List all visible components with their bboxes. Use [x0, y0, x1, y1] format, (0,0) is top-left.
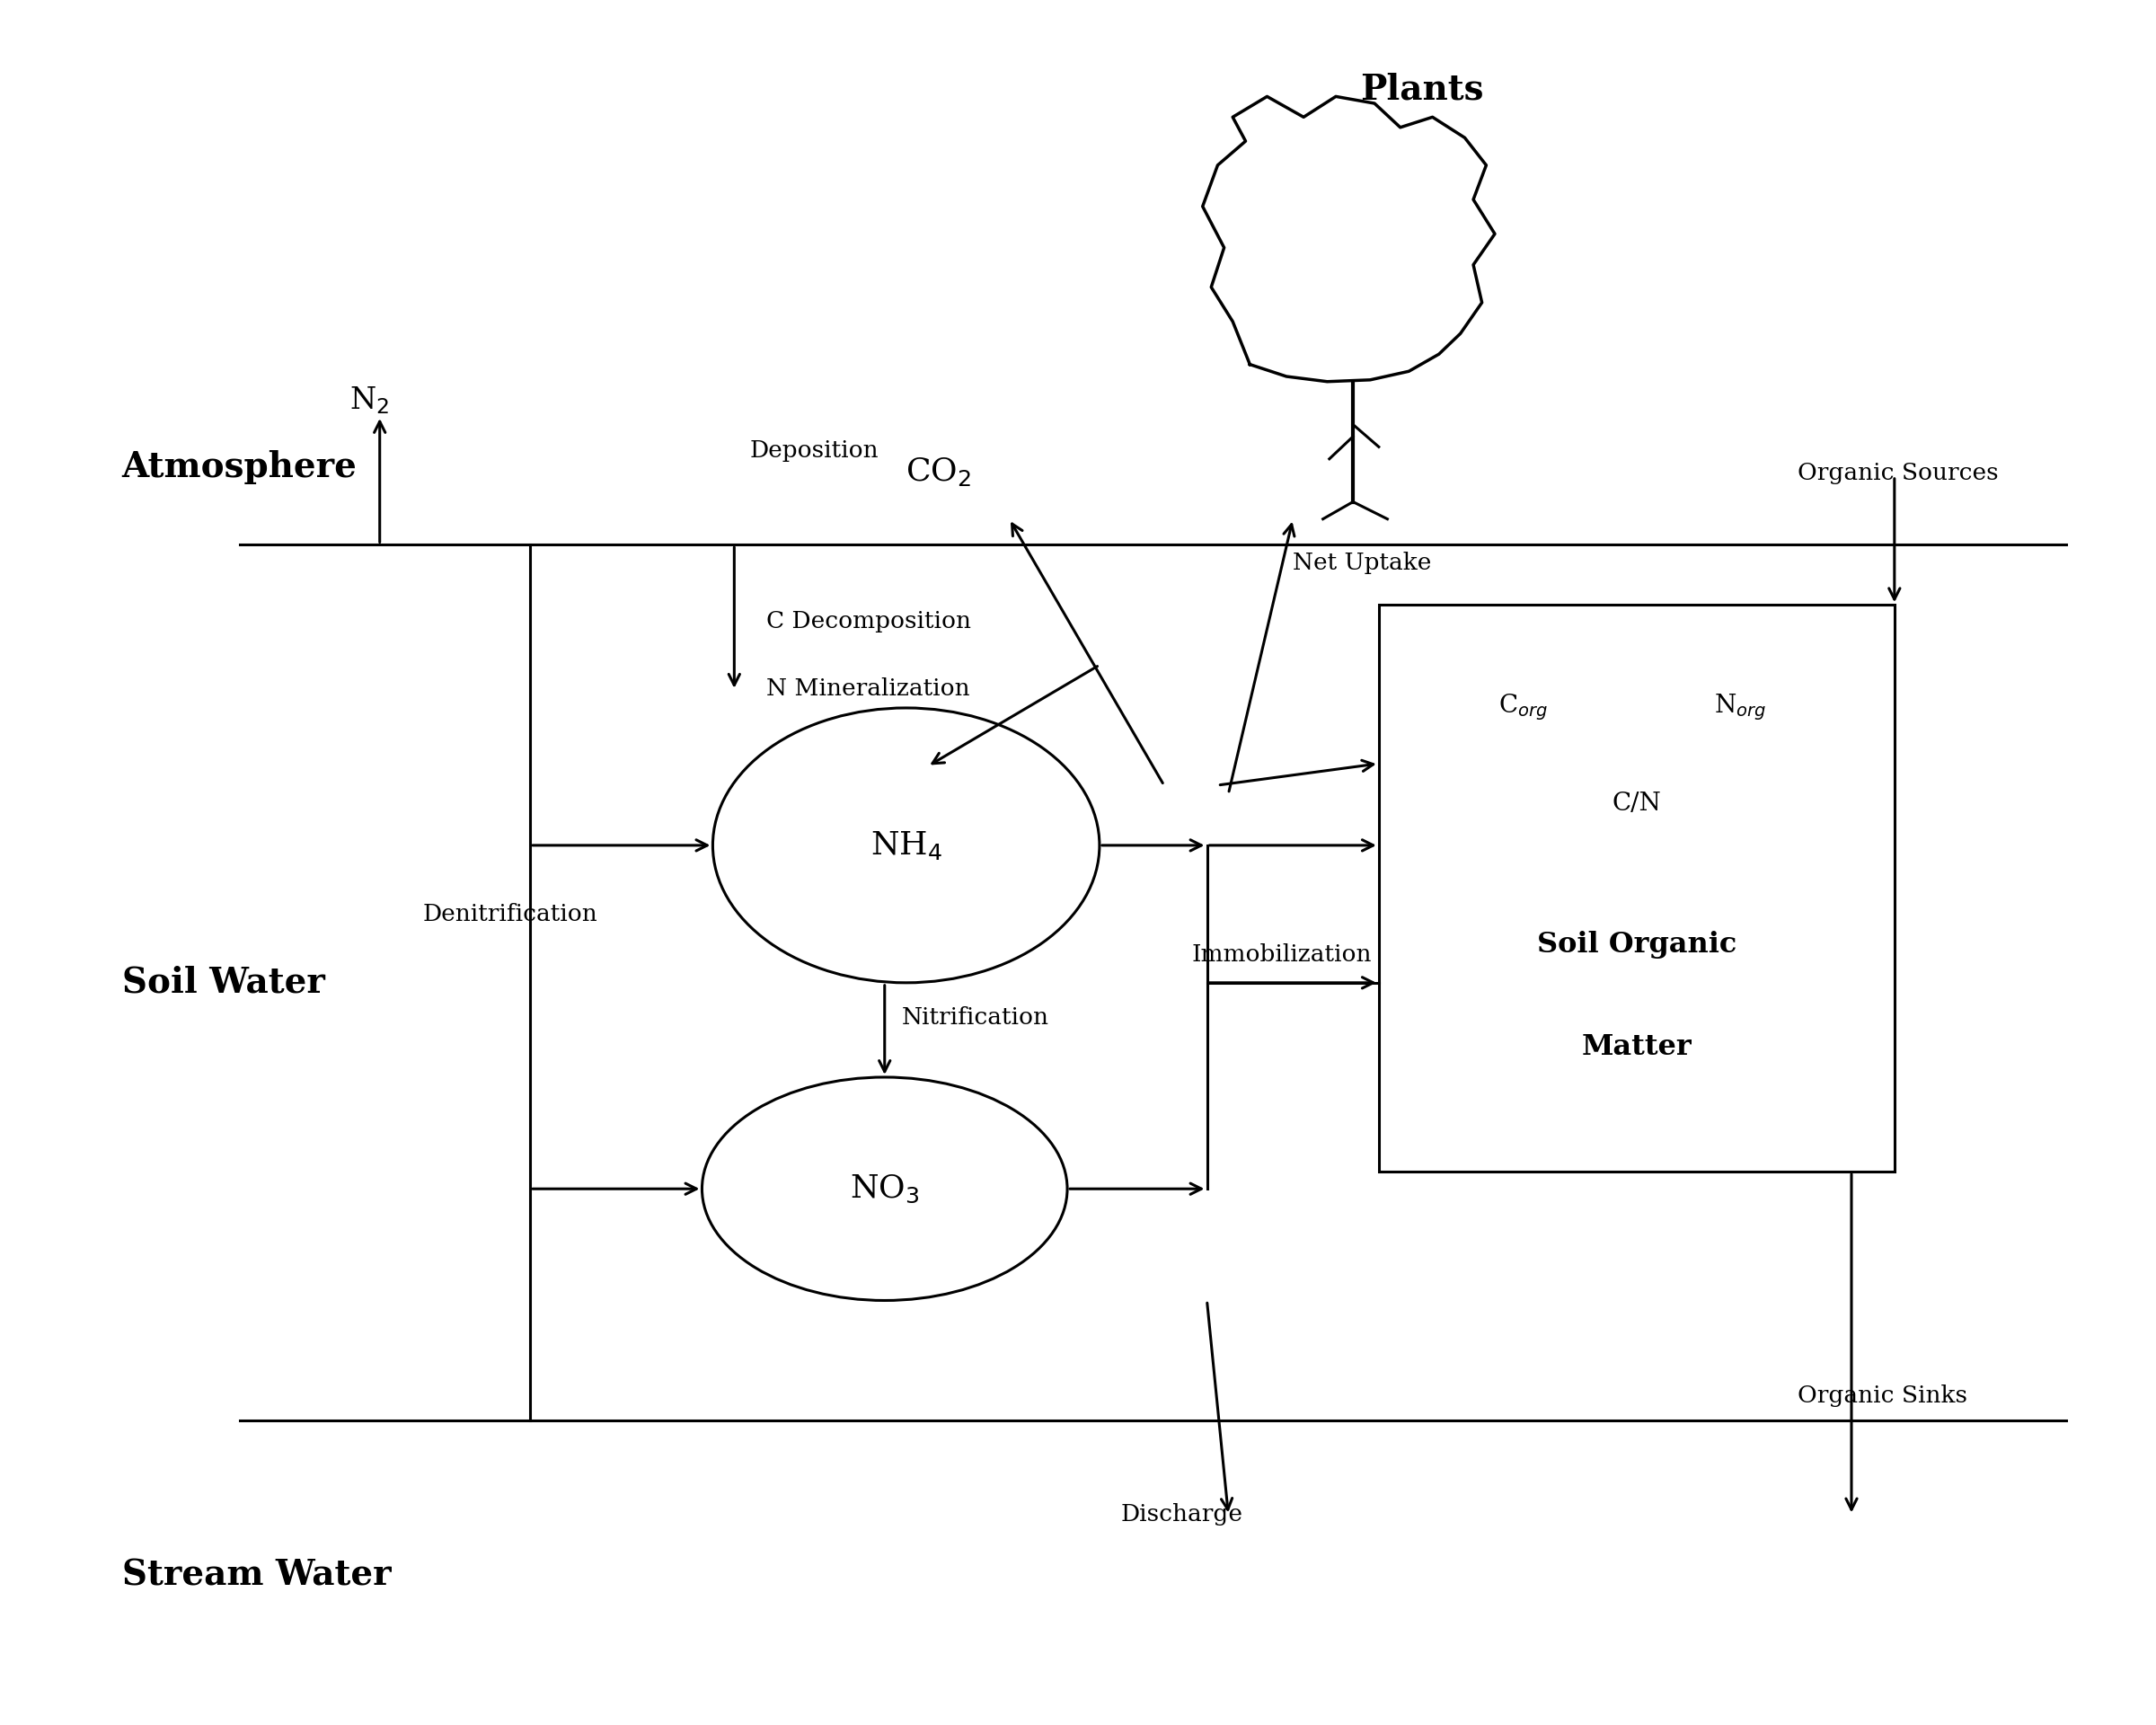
Bar — [1380, 605, 1895, 1171]
Text: Stream Water: Stream Water — [123, 1558, 390, 1592]
Text: NH$_4$: NH$_4$ — [871, 830, 942, 861]
Text: Deposition: Deposition — [750, 440, 877, 462]
Text: Matter: Matter — [1583, 1033, 1692, 1061]
Text: Organic Sources: Organic Sources — [1798, 462, 1999, 485]
Text: NO$_3$: NO$_3$ — [849, 1173, 918, 1204]
Text: CO$_2$: CO$_2$ — [906, 455, 970, 488]
Text: Discharge: Discharge — [1121, 1502, 1244, 1525]
Text: N Mineralization: N Mineralization — [768, 676, 970, 699]
Text: Denitrification: Denitrification — [423, 902, 597, 925]
Text: Nitrification: Nitrification — [901, 1006, 1050, 1028]
Text: C/N: C/N — [1613, 792, 1662, 816]
Text: C Decomposition: C Decomposition — [768, 611, 972, 633]
Text: Immobilization: Immobilization — [1192, 944, 1371, 966]
Text: N$_{org}$: N$_{org}$ — [1714, 692, 1766, 723]
Text: Soil Organic: Soil Organic — [1537, 932, 1736, 959]
Text: C$_{org}$: C$_{org}$ — [1498, 692, 1548, 723]
Text: Net Uptake: Net Uptake — [1294, 552, 1432, 574]
Text: Plants: Plants — [1360, 72, 1483, 107]
Text: Organic Sinks: Organic Sinks — [1798, 1385, 1968, 1408]
Text: N$_2$: N$_2$ — [349, 385, 388, 416]
Text: Soil Water: Soil Water — [123, 966, 326, 1000]
Text: Atmosphere: Atmosphere — [123, 450, 358, 485]
